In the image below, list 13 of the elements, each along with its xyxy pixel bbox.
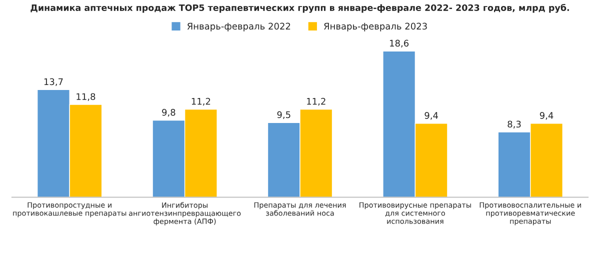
data-label: 9,8 xyxy=(162,108,176,117)
data-label: 13,7 xyxy=(44,78,63,86)
legend-label: Январь-февраль 2022 xyxy=(187,22,290,32)
data-label: 8,3 xyxy=(508,120,521,128)
data-label: 9,4 xyxy=(424,112,438,120)
data-label: 11,2 xyxy=(192,98,210,106)
chart-title: Динамика аптечных продаж TOP5 терапевтических групп в январе-феврале 2022- 2023 годов, млрд руб. xyxy=(30,4,569,13)
data-label: 11,2 xyxy=(307,98,326,106)
data-label: 9,5 xyxy=(277,111,290,120)
data-label: 9,4 xyxy=(540,112,554,120)
data-label: 18,6 xyxy=(390,40,409,48)
legend-label: Январь-февраль 2023 xyxy=(324,22,427,32)
data-label: 11,8 xyxy=(76,93,96,101)
